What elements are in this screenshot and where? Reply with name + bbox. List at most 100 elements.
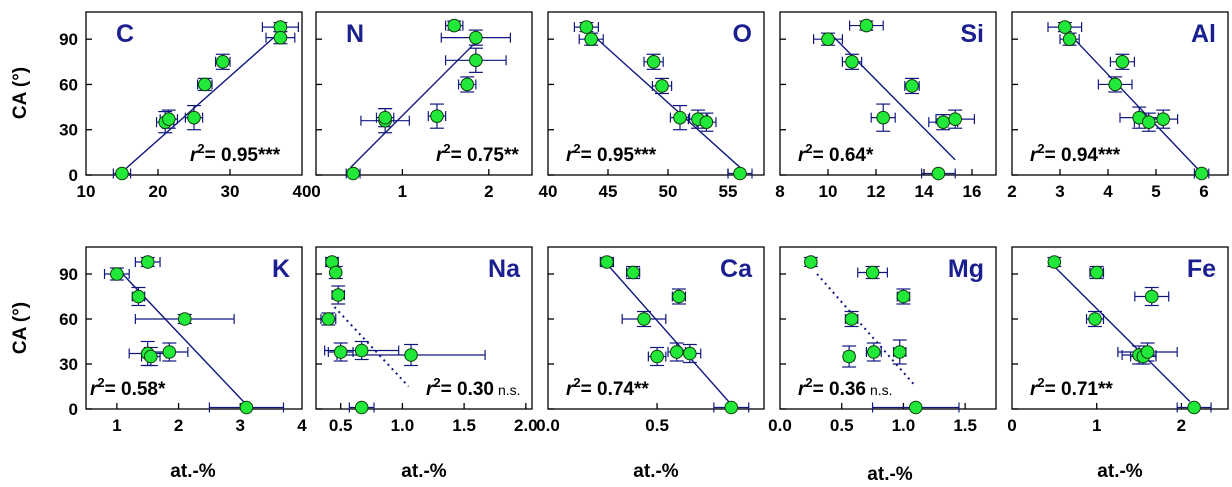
- plot-frame: [315, 246, 533, 410]
- x-tick-label: 1: [398, 182, 407, 201]
- data-point: [724, 400, 739, 415]
- panel-c: 10 20 30 40 0 30 60 90 Cr2= 0.95***: [59, 11, 311, 201]
- r2-superscript: 2: [573, 375, 580, 390]
- r2-equals: =: [451, 145, 467, 166]
- data-point: [584, 32, 599, 46]
- data-point: [198, 77, 212, 92]
- element-label: Na: [488, 255, 521, 283]
- plot-frame: [85, 246, 303, 410]
- data-point: [908, 400, 923, 415]
- data-point: [672, 289, 686, 304]
- data-point: [896, 289, 911, 304]
- r2-significance: n.s.: [498, 382, 521, 398]
- data-point: [331, 288, 346, 302]
- regression-line: [1059, 23, 1200, 171]
- x-axis-label: at.-%: [1097, 461, 1143, 482]
- r2-value: 0.75**: [467, 145, 519, 166]
- x-tick-label: 0.5: [645, 416, 669, 435]
- data-point: [637, 312, 651, 326]
- r2-annotation: r2= 0.75**: [436, 141, 519, 166]
- data-point: [699, 115, 714, 129]
- r2-symbol: r: [426, 379, 435, 400]
- x-tick-label: 40: [539, 182, 558, 201]
- r2-symbol: r: [798, 379, 807, 400]
- r2-equals: =: [1045, 379, 1061, 400]
- data-point: [1047, 255, 1062, 269]
- r2-superscript: 2: [433, 375, 440, 390]
- panel-na: 0.5 1.0 1.5 2.0 Na r2= 0.30 n.s.: [315, 246, 538, 435]
- x-tick-label: 2.0: [514, 416, 538, 435]
- r2-annotation: r2= 0.94***: [1030, 141, 1121, 166]
- plot-frame: [85, 11, 303, 176]
- element-label: Si: [960, 20, 984, 48]
- data-point: [948, 112, 963, 126]
- data-point: [865, 265, 880, 280]
- data-point: [216, 55, 230, 69]
- r2-symbol: r: [1030, 379, 1039, 400]
- x-tick-label: 0: [311, 182, 320, 201]
- regression-line: [1053, 266, 1191, 402]
- data-point: [1089, 265, 1104, 280]
- r2-symbol: r: [566, 379, 575, 400]
- data-point: [273, 30, 288, 45]
- r2-annotation: r2= 0.36 n.s.: [798, 375, 893, 400]
- data-point: [460, 77, 475, 92]
- element-label: O: [733, 20, 752, 48]
- x-tick-label: 1.0: [391, 416, 415, 435]
- x-tick-label: 3: [236, 416, 245, 435]
- data-point: [936, 115, 951, 129]
- r2-equals: =: [581, 379, 597, 400]
- y-tick-label: 90: [59, 30, 78, 49]
- x-tick-label: 0.5: [329, 416, 353, 435]
- data-point: [1115, 55, 1130, 69]
- r2-superscript: 2: [573, 141, 580, 156]
- r2-equals: =: [1045, 145, 1061, 166]
- r2-annotation: r2= 0.30 n.s.: [426, 375, 521, 400]
- data-point: [579, 20, 594, 34]
- panel-mg: 0.0 0.5 1.0 1.5 Mg r2= 0.36 n.s.: [768, 246, 997, 435]
- regression-line: [602, 258, 732, 405]
- x-tick-label: 2: [1177, 416, 1186, 435]
- data-point: [1194, 166, 1209, 181]
- x-tick-label: 4: [1103, 182, 1113, 201]
- regression-line: [121, 31, 281, 173]
- x-tick-label: 10: [77, 182, 96, 201]
- x-tick-label: 0.0: [768, 416, 792, 435]
- r2-equals: =: [441, 379, 457, 400]
- data-point: [404, 348, 418, 362]
- x-tick-label: 20: [149, 182, 168, 201]
- r2-superscript: 2: [1037, 141, 1044, 156]
- r2-annotation: r2= 0.71**: [1030, 375, 1113, 400]
- data-point: [845, 55, 859, 69]
- r2-value: 0.95***: [221, 145, 281, 166]
- x-tick-label: 0.0: [536, 416, 560, 435]
- x-tick-label: 45: [599, 182, 618, 201]
- data-point: [733, 166, 747, 181]
- data-point: [669, 345, 684, 359]
- x-tick-label: 3: [1055, 182, 1064, 201]
- r2-annotation: r2= 0.58*: [90, 375, 166, 400]
- data-point: [115, 166, 129, 181]
- panel-o: 40 45 50 55 Or2= 0.95***: [539, 11, 765, 201]
- r2-symbol: r: [1030, 145, 1039, 166]
- data-point: [328, 265, 343, 280]
- data-point: [1058, 20, 1072, 34]
- x-tick-label: 50: [659, 182, 678, 201]
- r2-symbol: r: [190, 145, 199, 166]
- x-tick-label: 16: [963, 182, 982, 201]
- data-point: [1142, 115, 1156, 129]
- r2-symbol: r: [566, 145, 575, 166]
- y-tick-label: 0: [69, 400, 78, 419]
- r2-superscript: 2: [1037, 375, 1044, 390]
- r2-superscript: 2: [97, 375, 104, 390]
- x-tick-label: 1.0: [892, 416, 916, 435]
- r2-symbol: r: [436, 145, 445, 166]
- data-point: [1187, 400, 1201, 415]
- x-tick-label: 8: [775, 182, 784, 201]
- y-tick-label: 30: [59, 121, 78, 140]
- x-axis-label: at.-%: [401, 461, 447, 482]
- r2-equals: =: [813, 379, 829, 400]
- plot-frame: [315, 11, 533, 176]
